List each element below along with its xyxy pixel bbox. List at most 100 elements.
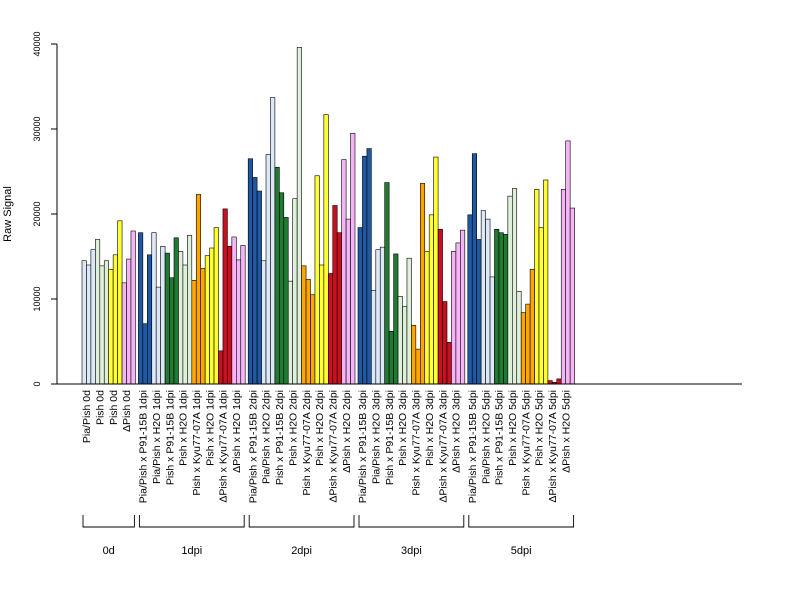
group-bracket xyxy=(248,515,355,528)
x-tick-label: Pish x H2O 1dpi xyxy=(178,390,190,466)
bar xyxy=(525,303,531,385)
bar xyxy=(471,153,477,385)
x-tick-label: Pia/Pish x H2O 1dpi xyxy=(151,390,163,484)
group-label: 0d xyxy=(103,545,115,557)
group-bracket xyxy=(358,515,465,528)
bar xyxy=(406,257,412,385)
bar xyxy=(446,342,452,385)
bar xyxy=(86,264,92,385)
bar xyxy=(366,148,372,385)
bar xyxy=(103,260,109,385)
group-brackets: 0d 1dpi 2dpi 3dpi 5dpi xyxy=(82,515,575,557)
bar xyxy=(261,260,267,385)
x-tick-label: Pish x H2O 2dpi xyxy=(314,390,326,466)
bar xyxy=(402,306,408,385)
bar xyxy=(379,246,385,385)
x-tick-label: ΔPish x Kyu77-07A 1dpi xyxy=(218,390,230,503)
bar xyxy=(460,229,466,385)
x-tick-label: Pish x Kyu77-07A 3dpi xyxy=(411,390,423,496)
bar xyxy=(419,183,426,385)
x-tick-label: Pish x H2O 3dpi xyxy=(397,390,409,466)
bar xyxy=(489,276,495,385)
bar xyxy=(332,205,338,385)
bar xyxy=(126,258,132,385)
bar xyxy=(256,190,262,385)
x-tick-label: Pia/Pish x P91-15B 5dpi xyxy=(467,390,479,503)
bar xyxy=(341,159,347,385)
bars-layer xyxy=(81,47,575,385)
bar xyxy=(292,198,298,385)
bar xyxy=(393,253,399,385)
bar xyxy=(485,218,491,385)
bar xyxy=(336,232,342,385)
bar xyxy=(301,265,307,385)
bar xyxy=(384,182,390,385)
bar xyxy=(455,242,461,385)
bar xyxy=(375,249,381,385)
bar xyxy=(560,189,566,385)
x-tick-label: Pish 0d xyxy=(108,390,120,425)
bar xyxy=(265,154,271,385)
bar xyxy=(556,378,562,385)
x-tick-label: Pia/Pish x P91-15B 1dpi xyxy=(138,390,150,503)
bar xyxy=(147,254,153,385)
bar xyxy=(209,247,215,385)
bar xyxy=(247,158,253,385)
group-label: 1dpi xyxy=(181,545,202,557)
bar xyxy=(151,232,157,385)
bar xyxy=(547,380,553,385)
bar xyxy=(204,255,210,385)
bar xyxy=(191,279,197,385)
bar xyxy=(121,282,127,385)
x-tick-label: Pish x P91-15B 3dpi xyxy=(384,390,396,485)
x-tick-label: Pish x P91-15B 5dpi xyxy=(494,390,506,485)
bar xyxy=(178,251,184,385)
bar xyxy=(520,312,526,385)
bar xyxy=(534,189,540,385)
y-axis: 0 10000 20000 30000 40000 xyxy=(32,31,58,387)
x-tick-label: Pia/Pish x P91-15B 3dpi xyxy=(357,390,369,503)
x-tick-label: Pia/Pish 0d xyxy=(81,390,93,443)
x-tick-label: Pish x P91-15B 1dpi xyxy=(164,390,176,485)
bar xyxy=(138,232,144,385)
bar xyxy=(160,246,166,385)
bar xyxy=(415,348,421,385)
bar xyxy=(81,260,87,385)
bar xyxy=(569,207,575,385)
bar xyxy=(305,279,311,385)
bar xyxy=(117,220,123,385)
bar xyxy=(442,301,448,385)
x-tick-label: ΔPish x H2O 2dpi xyxy=(341,390,353,473)
x-tick-label: Pish x H2O 5dpi xyxy=(534,390,546,466)
bar xyxy=(182,264,188,385)
x-tick-label: Pish x Kyu77-07A 2dpi xyxy=(301,390,313,496)
y-axis-label: Raw Signal xyxy=(2,186,14,242)
bar xyxy=(200,268,206,385)
bar xyxy=(99,265,105,385)
x-tick-label: Pia/Pish x H2O 3dpi xyxy=(371,390,383,484)
bar xyxy=(357,227,363,385)
bar xyxy=(213,227,219,385)
x-tick-label: Pia/Pish x H2O 2dpi xyxy=(261,390,273,484)
y-tick-label: 20000 xyxy=(32,201,42,226)
x-tick-label: Pish x H2O 1dpi xyxy=(204,390,216,466)
bar xyxy=(231,236,237,385)
bar xyxy=(187,234,193,385)
bar xyxy=(411,325,417,385)
bar xyxy=(95,239,101,385)
bar xyxy=(345,218,351,385)
bar xyxy=(173,237,179,385)
group-bracket xyxy=(138,515,245,528)
bar xyxy=(287,280,293,385)
bar xyxy=(218,350,224,385)
bar xyxy=(240,245,246,385)
x-tick-label: ΔPish x Kyu77-07A 5dpi xyxy=(547,390,559,503)
group-label: 2dpi xyxy=(291,545,312,557)
x-tick-label: Pish x Kyu77-07A 5dpi xyxy=(520,390,532,496)
bar xyxy=(296,47,302,385)
bar xyxy=(130,230,136,385)
bar xyxy=(507,195,513,385)
x-tick-label: Pish x H2O 2dpi xyxy=(287,390,299,466)
y-tick-label: 0 xyxy=(32,381,42,386)
